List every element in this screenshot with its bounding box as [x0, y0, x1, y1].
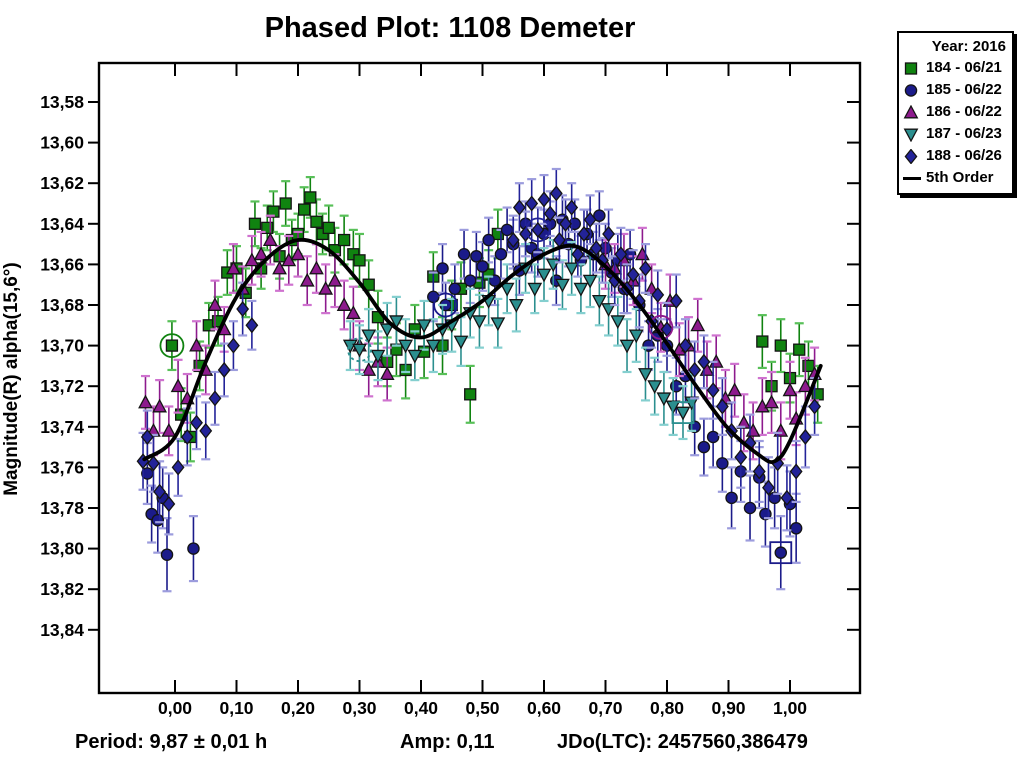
legend-entry: 184 - 06/21 [903, 57, 1008, 79]
svg-text:13,64: 13,64 [40, 214, 84, 234]
legend-entries: 184 - 06/21 185 - 06/22 186 - 06/22 187 - 0… [903, 57, 1008, 189]
svg-text:13,76: 13,76 [40, 457, 84, 477]
svg-text:0,20: 0,20 [281, 698, 315, 718]
legend-entry-label: 186 - 06/22 [926, 103, 1002, 120]
legend-entry: 5th Order [903, 167, 1008, 189]
svg-text:0,90: 0,90 [711, 698, 745, 718]
period-label: Period: 9,87 ± 0,01 h [75, 731, 268, 753]
svg-text:13,82: 13,82 [40, 579, 84, 599]
svg-text:0,40: 0,40 [404, 698, 438, 718]
svg-text:13,84: 13,84 [40, 620, 84, 640]
y-axis: 13,58 13,60 13,62 13,64 13,66 13,68 13,70 13,72… [40, 92, 860, 640]
svg-text:13,58: 13,58 [40, 92, 84, 112]
circle-legend-icon [904, 83, 918, 97]
svg-text:0,70: 0,70 [588, 698, 622, 718]
legend-title: Year: 2016 [931, 38, 1006, 55]
legend-entry: 188 - 06/26 [903, 145, 1008, 167]
legend-entry-label: 184 - 06/21 [926, 59, 1002, 76]
fit-curve-5th-order [142, 237, 823, 465]
legend-entry-label: 185 - 06/22 [926, 81, 1002, 98]
diamond-legend-icon [904, 148, 918, 164]
svg-text:13,80: 13,80 [40, 539, 84, 559]
svg-text:13,72: 13,72 [40, 376, 84, 396]
svg-text:13,66: 13,66 [40, 254, 84, 274]
y-axis-label: Magnitude(R) alpha(15,6°) [1, 262, 22, 496]
line-legend-icon [903, 176, 921, 180]
legend-entry-label: 187 - 06/23 [926, 125, 1002, 142]
svg-text:0,60: 0,60 [527, 698, 561, 718]
series-187 - 06/23 [342, 238, 699, 441]
svg-text:13,62: 13,62 [40, 173, 84, 193]
svg-text:0,50: 0,50 [465, 698, 499, 718]
plot-frame [97, 61, 862, 695]
marked-points [159, 217, 793, 565]
legend-entry: 186 - 06/22 [903, 101, 1008, 123]
svg-text:1,00: 1,00 [773, 698, 807, 718]
legend-entry: 185 - 06/22 [903, 79, 1008, 101]
legend: Year: 2016 184 - 06/21 185 - 06/22 186 - 0… [897, 31, 1014, 195]
svg-text:13,78: 13,78 [40, 498, 84, 518]
chart-title: Phased Plot: 1108 Demeter [264, 12, 636, 44]
svg-text:0,30: 0,30 [342, 698, 376, 718]
svg-text:0,00: 0,00 [158, 698, 192, 718]
svg-text:13,68: 13,68 [40, 295, 84, 315]
amplitude-label: Amp: 0,11 [400, 731, 495, 753]
svg-text:0,80: 0,80 [650, 698, 684, 718]
tri-up-legend-icon [903, 104, 919, 118]
svg-text:13,74: 13,74 [40, 417, 84, 437]
square-legend-icon [904, 61, 918, 75]
legend-entry: 187 - 06/23 [903, 123, 1008, 145]
svg-text:13,60: 13,60 [40, 133, 84, 153]
legend-entry-label: 188 - 06/26 [926, 147, 1002, 164]
svg-text:0,10: 0,10 [219, 698, 253, 718]
legend-entry-label: 5th Order [926, 169, 994, 186]
tri-down-legend-icon [903, 128, 919, 142]
x-axis: 0,00 0,10 0,20 0,30 0,40 0,50 0,60 0,70 0,80 0,90… [158, 63, 807, 718]
jdo-label: JDo(LTC): 2457560,386479 [557, 731, 808, 753]
svg-text:13,70: 13,70 [40, 336, 84, 356]
